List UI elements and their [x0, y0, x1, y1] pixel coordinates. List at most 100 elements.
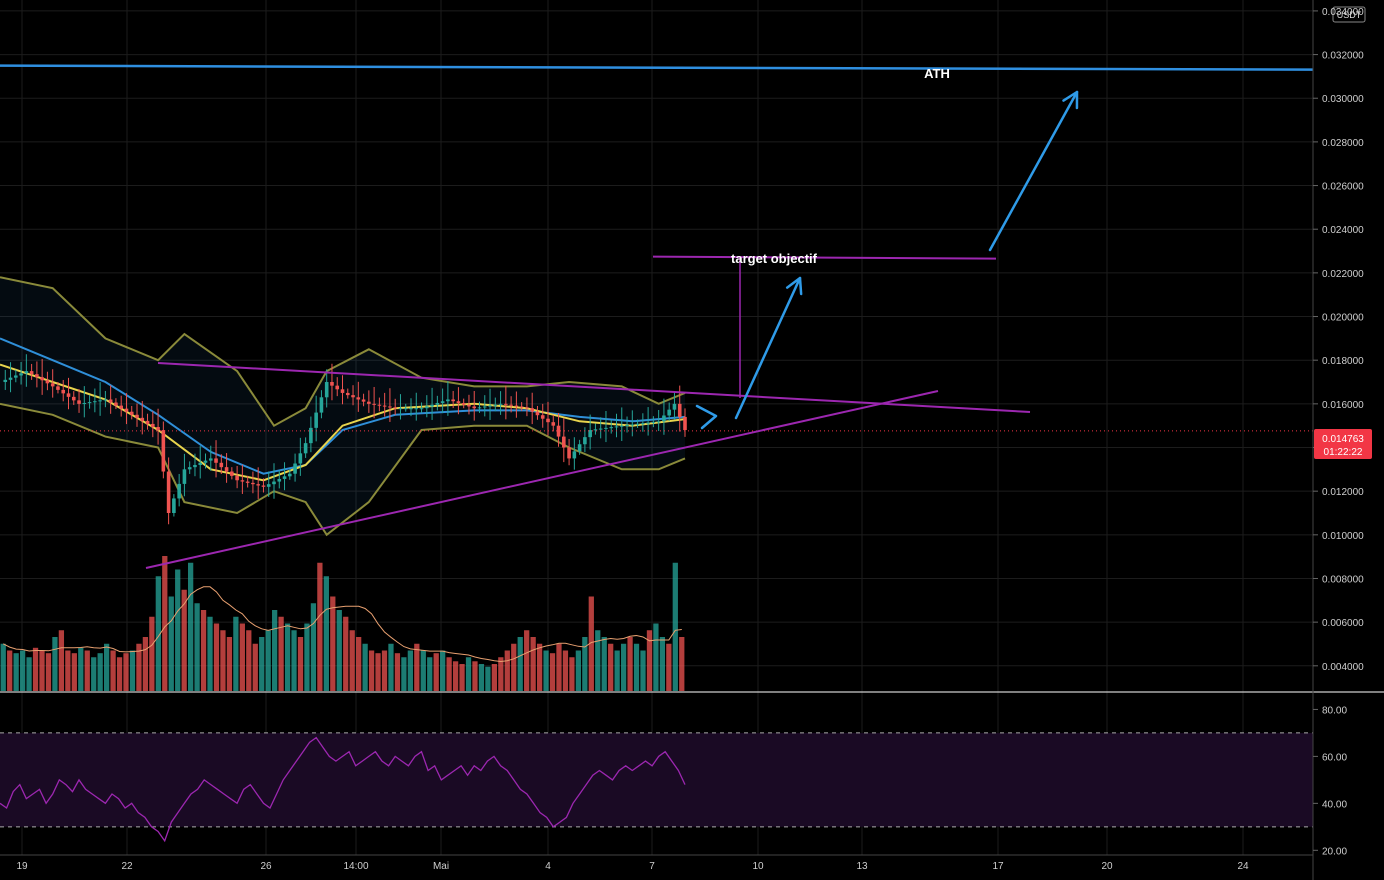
candle-body — [493, 404, 498, 406]
volume-bar — [530, 637, 536, 691]
candle-body — [614, 426, 619, 428]
rsi-tick-label: 60.00 — [1322, 752, 1347, 763]
volume-bar — [103, 643, 110, 691]
time-tick-label: 19 — [16, 861, 28, 872]
volume-bar — [420, 650, 426, 691]
volume-bar — [317, 562, 323, 691]
volume-bar — [116, 657, 123, 691]
bollinger-fill — [0, 277, 685, 535]
candle-body — [151, 423, 155, 427]
volume-bar — [84, 650, 90, 691]
time-tick-label: 20 — [1101, 861, 1113, 872]
volume-bar — [608, 643, 614, 691]
candle-body — [303, 443, 308, 454]
candle-body — [71, 396, 76, 401]
volume-bar — [252, 643, 258, 691]
candle-body — [293, 463, 297, 474]
volume-bar — [646, 630, 653, 691]
rsi-panel — [0, 732, 1313, 843]
time-tick-label: 4 — [545, 861, 551, 872]
volume-bar — [633, 643, 640, 691]
volume-bar — [640, 650, 646, 691]
candle-body — [672, 403, 677, 410]
ath-arrow — [988, 90, 1079, 252]
time-tick-label: 17 — [992, 861, 1004, 872]
volume-bar — [459, 664, 465, 691]
volume-bar — [155, 576, 161, 691]
volume-bar — [498, 657, 504, 691]
target-arrow-head — [785, 276, 803, 296]
candle-body — [419, 408, 424, 410]
ath-label: ATH — [924, 66, 950, 81]
volume-bar — [446, 657, 452, 691]
time-tick-label: 13 — [856, 861, 868, 872]
volume-bar — [97, 653, 103, 691]
target-label: target objectif — [731, 251, 818, 266]
volume-bar — [65, 650, 71, 691]
candle-body — [161, 430, 166, 472]
volume-bar — [213, 623, 220, 691]
candle-body — [498, 403, 503, 405]
candle-body — [277, 478, 282, 482]
candle-body — [646, 422, 650, 424]
candle-body — [208, 458, 213, 461]
volume-bar — [614, 650, 620, 691]
rsi-tick-label: 80.00 — [1322, 705, 1347, 716]
time-axis[interactable]: 19 22 26 14:00 Mai 4 7 10 13 17 20 24 — [0, 854, 1313, 872]
candle-body — [135, 414, 139, 418]
candle-body — [66, 393, 71, 397]
target-arrow — [734, 276, 803, 420]
volume-bar — [181, 589, 187, 691]
volume-bar — [0, 643, 6, 691]
candle-body — [504, 403, 508, 405]
volume-bar — [562, 650, 569, 691]
volume-bar — [330, 596, 336, 691]
candle-body — [45, 380, 50, 384]
target-line — [652, 255, 997, 260]
candle-body — [87, 402, 92, 404]
volume-bar — [401, 657, 407, 691]
volume-bar — [129, 650, 136, 691]
time-tick-label: 22 — [121, 861, 133, 872]
candle-body — [409, 408, 413, 410]
rsi-tick-label: 40.00 — [1322, 799, 1347, 810]
volume-bar — [601, 637, 607, 691]
rsi-line — [0, 736, 686, 843]
volume-bar — [123, 653, 129, 691]
candle-body — [519, 406, 524, 408]
candle-body — [461, 402, 466, 405]
volume-bar — [136, 643, 142, 691]
volume-bar — [259, 637, 265, 691]
candle-body — [50, 383, 55, 387]
volume-bar — [679, 637, 685, 691]
candle-body — [683, 416, 687, 431]
volume-bar — [220, 630, 226, 691]
candle-body — [314, 412, 318, 428]
candle-body — [245, 481, 250, 483]
volume-bar — [110, 650, 116, 691]
volume-bar — [304, 623, 310, 691]
candle-body — [298, 453, 303, 464]
volume-bar — [91, 657, 97, 691]
candle-body — [651, 421, 656, 423]
volume-bars — [0, 556, 685, 691]
candle-body — [203, 460, 208, 463]
candle-body — [266, 484, 271, 487]
candle-body — [261, 485, 266, 487]
candle-body — [140, 417, 145, 421]
candle-body — [556, 425, 561, 437]
candle-body — [193, 464, 197, 468]
rsi-tick-label: 20.00 — [1322, 846, 1347, 857]
volume-bar — [672, 562, 678, 691]
candle-body — [119, 405, 123, 409]
volume-bar — [485, 666, 491, 691]
candle-body — [356, 397, 361, 400]
price-tick-label: 0.020000 — [1322, 313, 1364, 324]
volume-bar — [388, 643, 394, 691]
volume-bar — [26, 657, 32, 691]
candle-body — [509, 404, 513, 406]
candle-body — [177, 483, 181, 499]
currency-label: USDT — [1337, 10, 1362, 20]
drawings-layer — [0, 64, 1314, 569]
